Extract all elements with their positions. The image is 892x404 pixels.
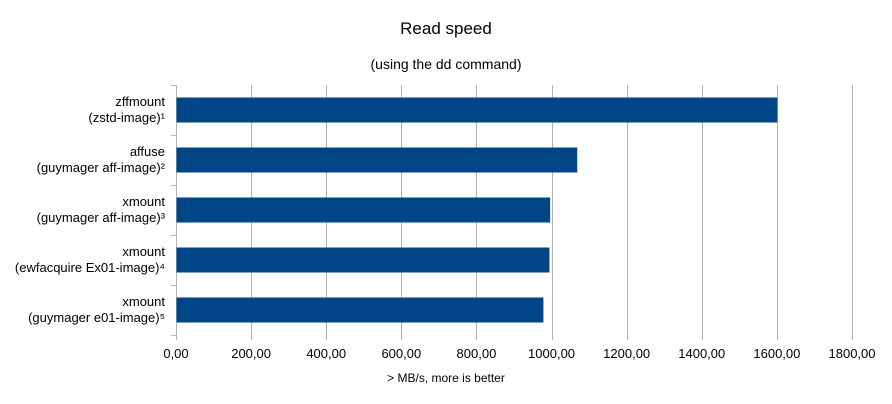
x-tick-label: 1200,00 xyxy=(603,346,650,361)
chart-subtitle: (using the dd command) xyxy=(371,56,522,72)
x-tick-label: 1000,00 xyxy=(528,346,575,361)
x-tick-label: 800,00 xyxy=(457,346,497,361)
x-tick-label: 1600,00 xyxy=(753,346,800,361)
x-tick-label: 200,00 xyxy=(231,346,271,361)
bar xyxy=(176,147,578,173)
x-tick-label: 1400,00 xyxy=(678,346,725,361)
category-label: xmount (guymager aff-image)³ xyxy=(37,194,166,225)
chart-title: Read speed xyxy=(400,19,492,38)
bar xyxy=(176,247,550,273)
x-tick-labels: 0,00 200,00 400,00 600,00 800,00 1000,00 1200,… xyxy=(163,346,875,361)
x-tick-label: 0,00 xyxy=(163,346,188,361)
category-label: zffmount (zstd-image)¹ xyxy=(88,94,165,125)
x-tick-label: 1800,00 xyxy=(829,346,876,361)
x-axis-label: > MB/s, more is better xyxy=(387,371,505,385)
x-tick-label: 600,00 xyxy=(381,346,421,361)
category-labels: zffmount (zstd-image)¹ affuse (guymager aff… xyxy=(15,94,166,325)
category-label: xmount (guymager e01-image)⁵ xyxy=(28,294,165,325)
bar xyxy=(176,297,544,323)
bar xyxy=(176,97,778,123)
bars-layer xyxy=(176,97,778,323)
x-tick-label: 400,00 xyxy=(306,346,346,361)
bar xyxy=(176,197,551,223)
category-label: affuse (guymager aff-image)² xyxy=(37,144,166,175)
category-label: xmount (ewfacquire Ex01-image)⁴ xyxy=(15,244,165,275)
